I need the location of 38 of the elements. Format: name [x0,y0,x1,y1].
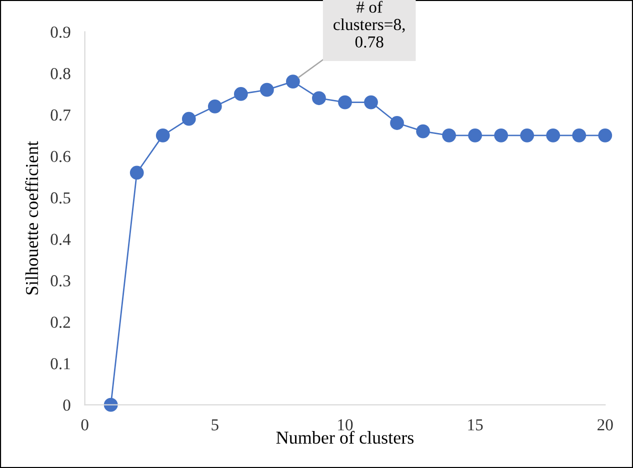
point [520,128,534,142]
x-tick-label: 15 [468,419,483,430]
point [598,128,612,142]
point [494,128,508,142]
x-axis-title: Number of clusters [276,430,414,444]
point [546,128,560,142]
y-tick-label: 0.3 [50,275,70,287]
point [468,128,482,142]
point [182,112,196,126]
x-tick-label: 5 [212,419,218,430]
point [130,166,144,180]
point [572,128,586,142]
x-tick-label: 10 [338,419,353,430]
annotation: # of clusters=8, 0.78 [334,0,405,48]
point [234,87,248,101]
y-tick-label: 0.7 [50,109,70,121]
y-tick-label: 0.6 [50,150,70,162]
point [156,128,170,142]
y-tick-label: 0.2 [50,316,70,328]
y-tick-label: 0.8 [50,68,70,80]
y-tick-label: 0.1 [50,358,70,370]
y-tick-label: 0.9 [50,26,70,38]
point [260,82,274,97]
point [442,128,456,142]
y-tick-label: 0.5 [50,192,70,204]
point [312,91,326,106]
y-tick-label: 0.4 [50,234,71,246]
y-tick-label: 0 [63,400,70,411]
point [208,99,222,114]
x-tick-label: 20 [598,419,613,430]
point [416,124,430,138]
point [364,95,378,110]
point [390,116,404,130]
point [338,95,352,110]
y-axis-title: Silhouette coefficient [25,141,38,294]
x-tick-label: 0 [81,419,88,430]
point [286,74,300,88]
point [104,398,118,412]
